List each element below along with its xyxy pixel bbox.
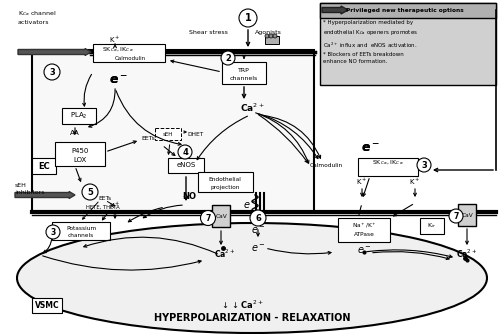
Text: e$^-$: e$^-$ [108, 73, 128, 87]
Text: SK$_{Ca}$, IK$_{Ca}$: SK$_{Ca}$, IK$_{Ca}$ [372, 159, 404, 167]
Circle shape [273, 34, 277, 38]
Text: activators: activators [18, 19, 50, 24]
Bar [32, 298, 62, 313]
Text: EC: EC [38, 162, 50, 170]
Text: Ca$^{2+}$: Ca$^{2+}$ [240, 102, 264, 114]
Text: Agonists: Agonists [254, 29, 281, 34]
Text: EETs: EETs [141, 136, 155, 141]
Text: eNOS: eNOS [176, 162, 196, 168]
FancyArrow shape [15, 191, 75, 198]
Text: inhibitors: inhibitors [15, 189, 44, 194]
Text: e$^-$: e$^-$ [360, 142, 380, 155]
Text: SK$_{Ca}$, IK$_{Ca}$: SK$_{Ca}$, IK$_{Ca}$ [102, 46, 134, 54]
Bar [32, 50, 314, 212]
Text: e$^-$: e$^-$ [251, 224, 265, 235]
Bar [32, 158, 56, 174]
Text: DHET: DHET [187, 132, 203, 137]
Bar [458, 204, 476, 226]
Text: Endothelial: Endothelial [208, 176, 242, 181]
Bar [93, 44, 165, 62]
Text: HYPERPOLARIZATION - RELAXATION: HYPERPOLARIZATION - RELAXATION [154, 313, 350, 323]
Text: 7: 7 [206, 213, 210, 222]
Text: projection: projection [210, 184, 240, 189]
Text: 6: 6 [255, 213, 261, 222]
Text: K$^+$: K$^+$ [110, 35, 120, 45]
Text: K$^+$: K$^+$ [410, 177, 420, 187]
Text: CaV: CaV [215, 213, 227, 218]
Text: e$^-$: e$^-$ [251, 242, 265, 254]
Bar [320, 3, 496, 85]
Bar [198, 172, 253, 192]
Circle shape [44, 64, 60, 80]
Bar [222, 62, 266, 84]
Text: K$_{Ca}$ channel: K$_{Ca}$ channel [18, 10, 56, 18]
Text: Shear stress: Shear stress [188, 29, 228, 34]
Text: e$^-$: e$^-$ [360, 142, 380, 155]
Circle shape [221, 51, 235, 65]
Circle shape [449, 209, 463, 223]
Text: 5: 5 [87, 187, 93, 196]
Text: channels: channels [230, 75, 258, 80]
Text: NO: NO [182, 191, 196, 200]
Text: sEH: sEH [15, 182, 27, 187]
Text: Ca$^{2+}$: Ca$^{2+}$ [214, 248, 236, 260]
Circle shape [239, 9, 257, 27]
Text: Calmodulin: Calmodulin [114, 55, 146, 60]
Text: CaV: CaV [461, 212, 473, 217]
Bar [338, 218, 390, 242]
Text: LOX: LOX [74, 157, 86, 163]
Text: channels: channels [68, 232, 94, 237]
Circle shape [200, 210, 216, 225]
Text: $\downarrow\downarrow$Ca$^{2+}$: $\downarrow\downarrow$Ca$^{2+}$ [220, 299, 264, 311]
Text: sEH: sEH [163, 132, 173, 137]
Ellipse shape [17, 223, 487, 333]
Bar [168, 158, 204, 173]
Text: 3: 3 [50, 227, 56, 236]
Text: Na$^+$/K$^+$: Na$^+$/K$^+$ [352, 221, 376, 230]
Circle shape [178, 145, 192, 159]
Bar [212, 205, 230, 227]
Bar [155, 128, 181, 140]
Text: AA: AA [70, 130, 80, 136]
Text: e$^-$: e$^-$ [108, 73, 128, 87]
Bar [55, 142, 105, 166]
Text: 3: 3 [49, 67, 55, 76]
Text: * Hyperpolarization mediated by
endothelial K$_{Ca}$ openers promotes
Ca$^{2+}$ : * Hyperpolarization mediated by endothel… [323, 20, 418, 64]
Text: 4: 4 [182, 148, 188, 157]
Bar [265, 36, 279, 44]
Circle shape [265, 34, 269, 38]
Text: 3: 3 [421, 161, 427, 169]
Circle shape [250, 210, 266, 226]
Text: Calmodulin: Calmodulin [310, 163, 343, 167]
Bar [358, 158, 418, 176]
Text: K$^+$: K$^+$ [356, 177, 368, 187]
Text: 1: 1 [244, 13, 252, 23]
Bar [420, 218, 444, 234]
Bar [62, 108, 96, 124]
Text: P450: P450 [72, 148, 88, 154]
Text: Ca$^{2+}$: Ca$^{2+}$ [456, 248, 477, 260]
Text: ATPase: ATPase [354, 231, 374, 236]
Text: PLA$_2$: PLA$_2$ [70, 111, 88, 121]
Circle shape [82, 184, 98, 200]
Text: K$^+$: K$^+$ [110, 201, 120, 211]
FancyArrow shape [322, 6, 348, 14]
Text: Privileged new therapeutic options: Privileged new therapeutic options [346, 7, 464, 12]
Circle shape [46, 225, 60, 239]
Circle shape [417, 158, 431, 172]
Text: EETs: EETs [98, 195, 112, 200]
Bar [52, 222, 110, 240]
Bar [320, 3, 496, 18]
Text: e$^-$: e$^-$ [243, 199, 257, 210]
FancyArrow shape [18, 48, 91, 55]
Text: VSMC: VSMC [34, 301, 59, 310]
Text: K$_{ir}$: K$_{ir}$ [428, 221, 436, 230]
Text: e$^-$: e$^-$ [357, 244, 371, 256]
Text: TRP: TRP [238, 67, 250, 72]
Circle shape [269, 34, 273, 38]
Text: 7: 7 [454, 211, 458, 220]
Text: Potassium: Potassium [66, 225, 96, 230]
Text: 2: 2 [225, 53, 231, 62]
Text: HETE, THETA: HETE, THETA [86, 204, 120, 209]
